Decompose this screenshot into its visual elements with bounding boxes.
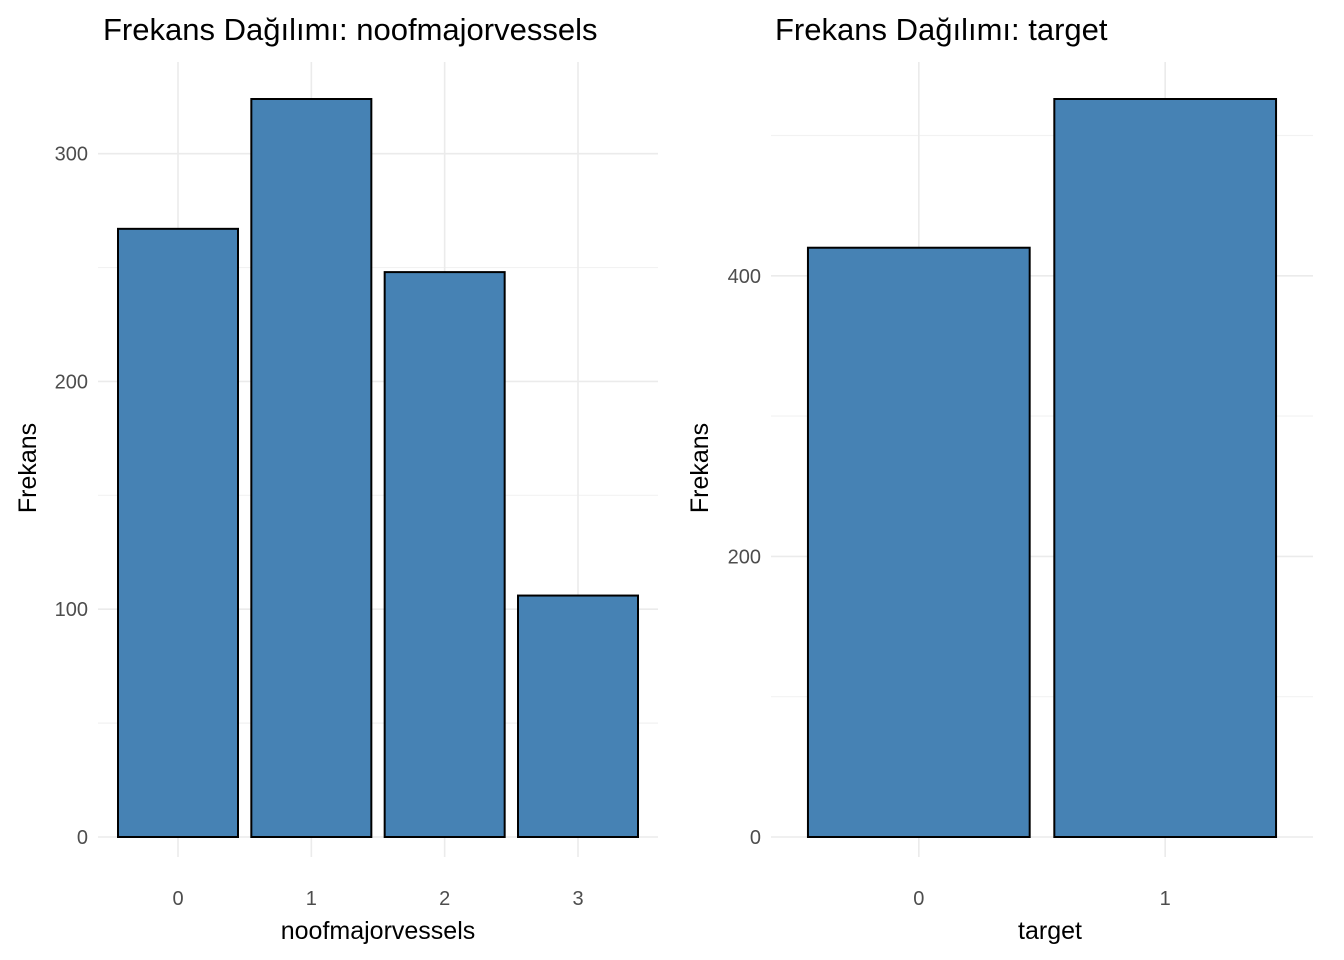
y-tick-label: 100 [55, 599, 88, 621]
bar-1 [1053, 98, 1278, 838]
x-axis-title: noofmajorvessels [281, 917, 476, 945]
chart-panel-target: Frekans Dağılımı: target Frekans target … [686, 12, 1313, 945]
y-tick-label: 400 [728, 266, 761, 288]
y-axis-ticks: 0 100 200 300 [55, 144, 88, 849]
chart-title: Frekans Dağılımı: noofmajorvessels [103, 12, 597, 47]
bar-0 [806, 246, 1031, 839]
y-tick-label: 300 [55, 144, 88, 166]
x-tick-label: 1 [1160, 888, 1171, 910]
x-axis-title: target [1018, 917, 1082, 945]
y-tick-label: 200 [728, 546, 761, 568]
y-tick-label: 0 [750, 827, 761, 849]
bar-0 [117, 227, 239, 839]
y-axis-title: Frekans [686, 423, 714, 513]
y-tick-label: 0 [77, 827, 88, 849]
bar-1 [250, 98, 373, 838]
bars [806, 98, 1278, 839]
bar-3 [517, 594, 639, 838]
x-tick-label: 1 [306, 888, 317, 910]
x-tick-label: 0 [913, 888, 924, 910]
x-tick-label: 2 [439, 888, 450, 910]
bar-2 [383, 271, 506, 839]
y-axis-ticks: 0 200 400 [728, 266, 761, 849]
bars [117, 98, 639, 839]
y-axis-title: Frekans [14, 423, 42, 513]
x-axis-ticks: 0 1 2 3 [172, 888, 583, 910]
x-tick-label: 3 [572, 888, 583, 910]
chart-panel-noofmajorvessels: Frekans Dağılımı: noofmajorvessels Freka… [14, 12, 658, 945]
x-tick-label: 0 [172, 888, 183, 910]
chart-title: Frekans Dağılımı: target [775, 12, 1108, 47]
y-tick-label: 200 [55, 371, 88, 393]
